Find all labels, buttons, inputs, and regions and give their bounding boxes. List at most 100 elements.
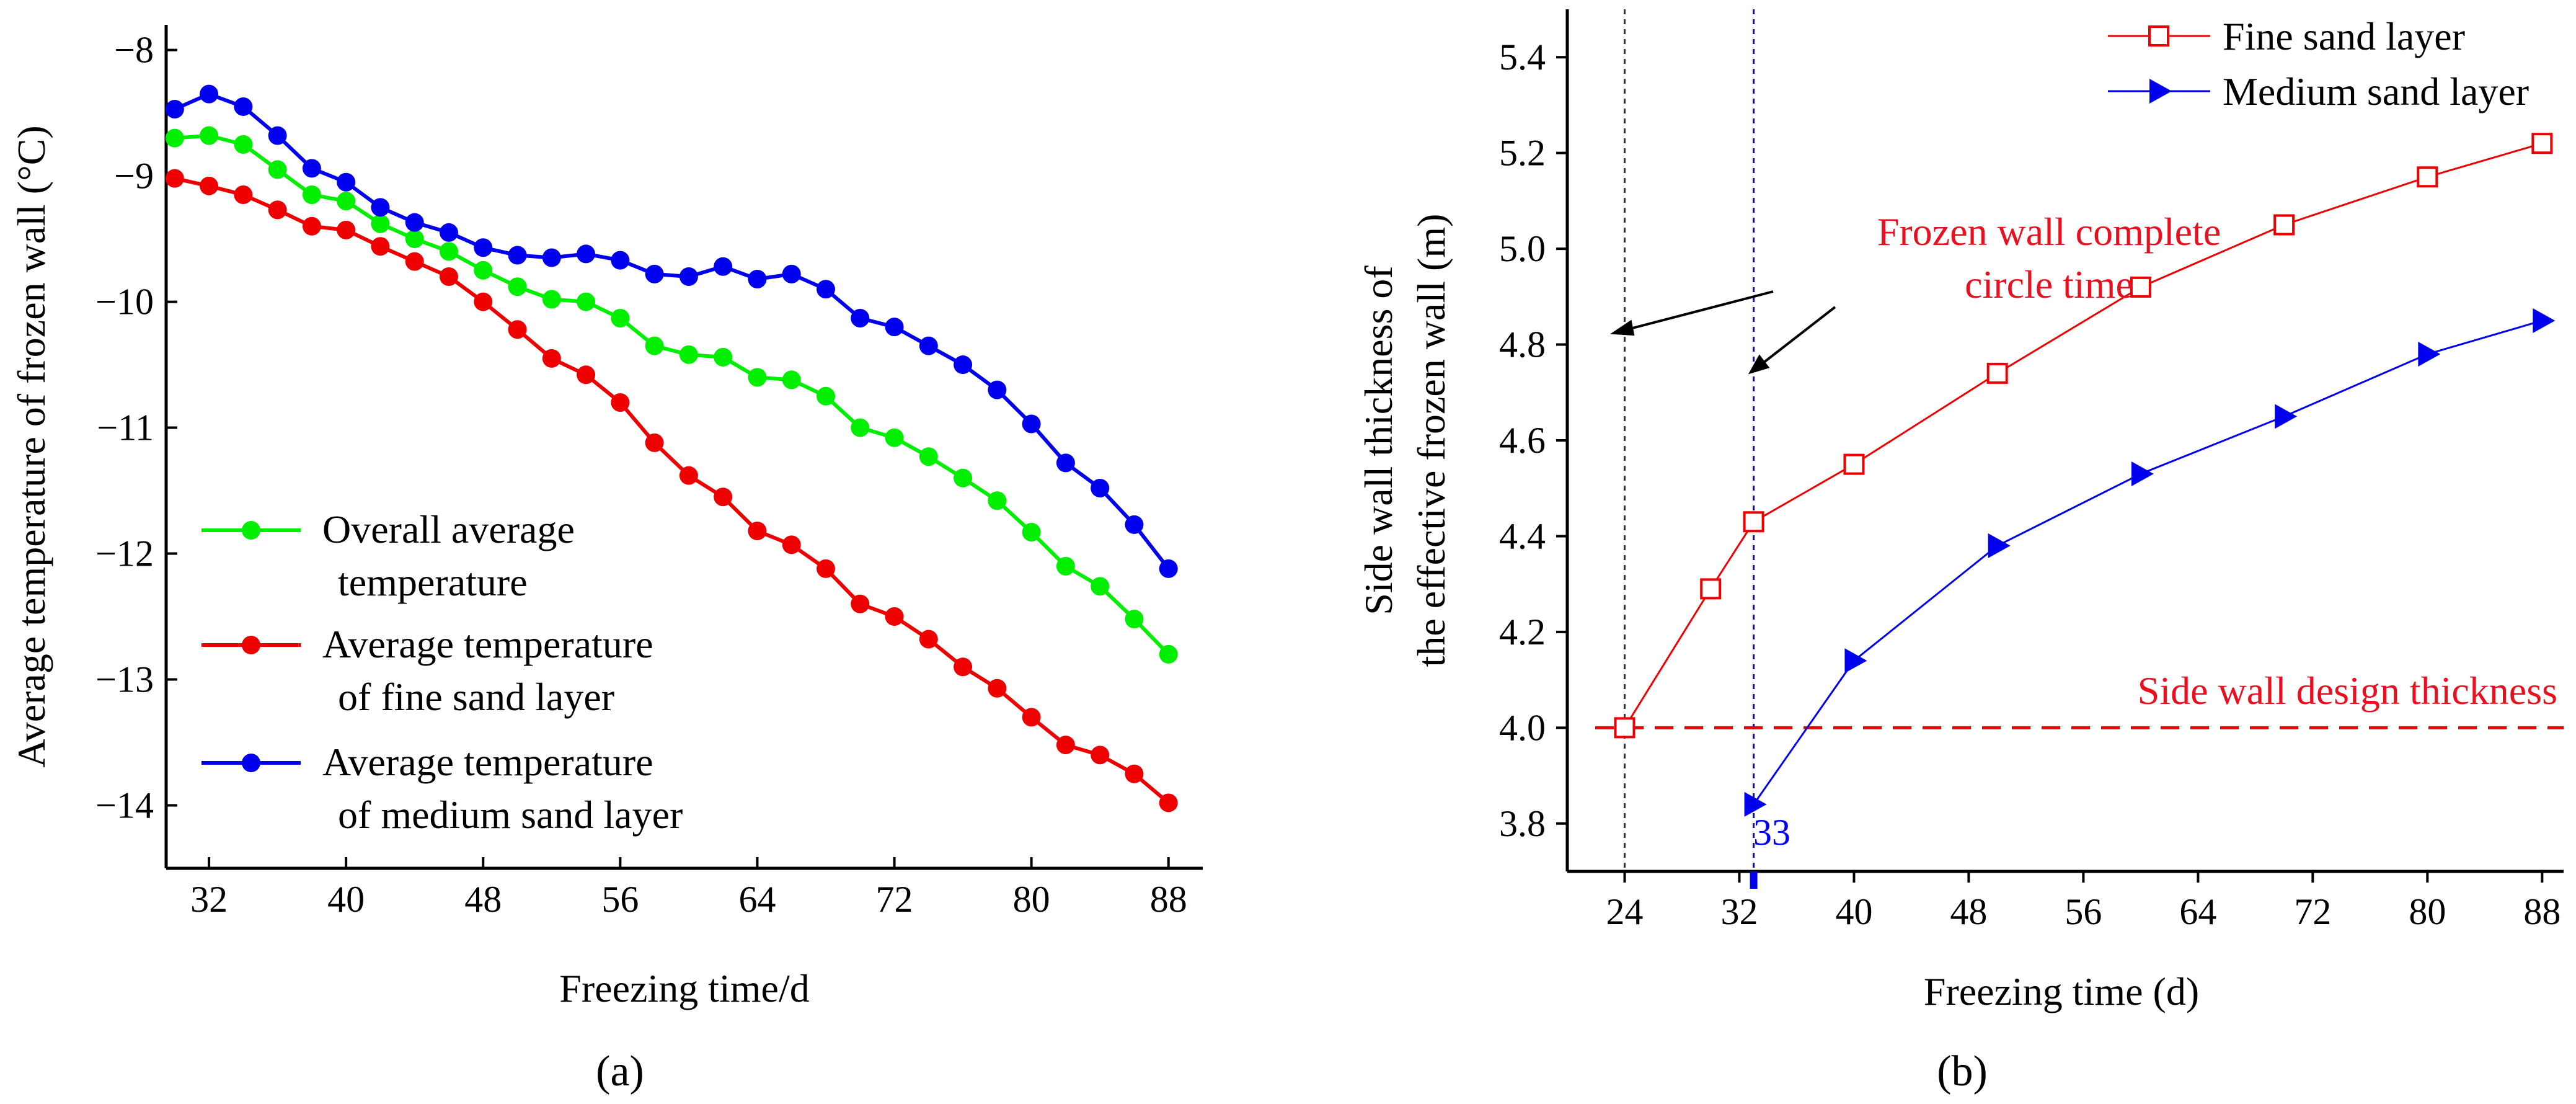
data-point-fine-sand [2130, 276, 2151, 298]
chart-a-y-title: Average temperature of frozen wall (°C) [9, 125, 53, 767]
legend-b-marker-medium [2149, 79, 2172, 104]
data-point-overall [474, 260, 493, 280]
chart-a-y-tick-label: −12 [95, 533, 154, 574]
data-point-medium [405, 213, 424, 232]
data-point-overall [1159, 644, 1178, 664]
chart-b-legend: Fine sand layer Medium sand layer [2108, 14, 2529, 114]
data-point-fine [748, 522, 767, 540]
data-point-overall [817, 386, 835, 406]
data-point-medium [577, 244, 596, 264]
data-point-medium [679, 267, 698, 286]
chart-a: 32 40 48 56 64 72 80 88 −8 −9 −10 −11 −12 −13 −14 Over… [9, 25, 1203, 1095]
data-point-fine [954, 657, 973, 677]
annotation-complete-circle-line2: circle time [1965, 262, 2133, 306]
data-point-fine-sand [1743, 511, 1764, 533]
data-point-overall [1091, 577, 1110, 596]
data-point-fine-sand [1843, 453, 1865, 475]
chart-a-x-title: Freezing time/d [559, 966, 809, 1010]
data-point-medium [474, 238, 493, 257]
data-point-medium [268, 126, 287, 145]
data-point-fine [371, 237, 390, 256]
chart-a-x-tick-label: 80 [1013, 879, 1050, 920]
data-point-fine [1022, 708, 1041, 727]
data-point-overall [234, 135, 253, 154]
annotation-arrowhead-33 [1748, 354, 1770, 375]
data-point-fine [1056, 736, 1075, 755]
data-point-fine [817, 559, 835, 578]
data-point-overall [440, 242, 458, 261]
chart-a-ticks: 32 40 48 56 64 72 80 88 −8 −9 −10 −11 −12 −13 −14 [95, 30, 1187, 920]
data-point-medium-sand [2275, 404, 2298, 429]
legend-b-fine-label: Fine sand layer [2223, 14, 2465, 58]
data-point-medium [645, 264, 664, 283]
data-point-medium [919, 336, 938, 355]
data-point-medium [165, 100, 184, 118]
data-point-medium [440, 223, 458, 242]
annotation-arrowhead-24 [1609, 319, 1635, 336]
chart-a-x-tick-label: 88 [1150, 879, 1187, 920]
data-point-medium [1159, 559, 1178, 578]
chart-b-x-tick-label: 80 [2409, 891, 2446, 932]
legend-a-medium-line2: of medium sand layer [338, 793, 683, 837]
chart-b-reference-lines [1595, 9, 2564, 871]
chart-a-y-tick-label: −10 [95, 282, 154, 323]
data-point-medium [714, 257, 733, 276]
data-point-fine-sand [2417, 166, 2438, 188]
chart-a-y-tick-label: −14 [95, 785, 154, 826]
data-point-overall [542, 290, 561, 309]
chart-b-x-tick-label: 56 [2065, 891, 2102, 932]
chart-b-series [1614, 133, 2556, 817]
data-point-fine [440, 267, 458, 286]
chart-a-series [165, 84, 1178, 812]
data-point-fine-sand [2273, 214, 2295, 236]
chart-a-x-tick-label: 48 [464, 879, 502, 920]
data-point-fine [302, 216, 321, 236]
chart-b-y-tick-label: 5.2 [1499, 133, 1546, 174]
annotation-arrow-33 [1756, 306, 1836, 368]
data-point-fine [679, 466, 698, 485]
chart-a-y-tick-label: −11 [97, 407, 154, 448]
data-point-medium [954, 355, 973, 375]
data-point-medium-sand [1844, 648, 1867, 674]
data-point-medium [371, 198, 390, 217]
chart-b-y-title-line1: Side wall thickness of [1357, 265, 1401, 615]
design-thickness-label: Side wall design thickness [2138, 669, 2557, 713]
data-point-medium-sand [1988, 533, 2011, 558]
data-point-fine [474, 292, 493, 311]
chart-b-x-tick-label: 24 [1606, 891, 1643, 932]
chart-b-x-title: Freezing time (d) [1924, 969, 2199, 1013]
data-point-overall [919, 447, 938, 466]
chart-b-x-tick-label: 72 [2294, 891, 2331, 932]
data-point-overall [1022, 523, 1041, 542]
chart-b-y-tick-label: 4.6 [1499, 420, 1546, 461]
chart-a-x-tick-label: 40 [327, 879, 365, 920]
chart-a-x-tick-label: 72 [876, 879, 913, 920]
data-point-overall [268, 160, 287, 179]
chart-b-x-tick-label: 48 [1950, 891, 1987, 932]
annotation-complete-circle-line1: Frozen wall complete [1877, 210, 2221, 254]
data-point-fine [919, 630, 938, 649]
data-point-fine [337, 220, 356, 239]
chart-a-y-tick-label: −8 [114, 30, 154, 71]
chart-a-y-tick-label: −9 [114, 156, 154, 197]
chart-a-x-tick-label: 32 [190, 879, 228, 920]
data-point-overall [885, 428, 904, 447]
data-point-medium [988, 380, 1007, 399]
data-point-overall [1056, 556, 1075, 576]
data-point-medium [1125, 515, 1144, 534]
legend-a-marker-medium [242, 754, 260, 772]
data-point-fine [714, 487, 733, 507]
chart-b-y-tick-label: 3.8 [1499, 803, 1546, 844]
data-point-overall [988, 491, 1007, 510]
series-line-medium-sand [1753, 319, 2543, 805]
chart-b-y-tick-label: 5.4 [1499, 37, 1546, 78]
series-line-overall [174, 133, 1170, 656]
data-point-fine [1159, 793, 1178, 812]
data-point-overall [371, 214, 390, 233]
chart-a-y-tick-label: −13 [95, 659, 154, 700]
data-point-medium [200, 84, 219, 104]
data-point-overall [337, 192, 356, 211]
data-point-fine-sand [1986, 362, 2008, 384]
data-point-fine [645, 433, 664, 452]
